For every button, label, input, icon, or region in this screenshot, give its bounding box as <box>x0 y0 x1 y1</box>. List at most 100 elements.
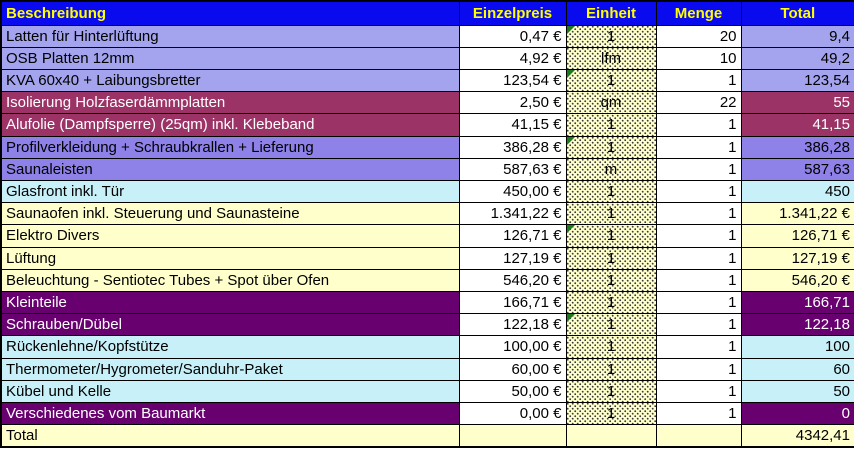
menge-cell[interactable]: 1 <box>655 357 742 381</box>
beschreibung-cell[interactable]: KVA 60x40 + Laibungsbretter <box>0 68 460 93</box>
menge-cell[interactable]: 1 <box>655 68 742 93</box>
einzelpreis-cell[interactable]: 126,71 € <box>458 224 567 248</box>
beschreibung-cell[interactable]: Kleinteile <box>0 290 460 315</box>
total-cell[interactable]: 9,4 <box>740 24 854 48</box>
total-row-label[interactable]: Total <box>0 424 460 448</box>
total-cell[interactable]: 49,2 <box>740 46 854 70</box>
grand-total-value[interactable]: 4342,41 <box>740 424 854 448</box>
einzelpreis-cell[interactable]: 0,47 € <box>458 24 567 48</box>
beschreibung-cell[interactable]: Elektro Divers <box>0 224 460 248</box>
einzelpreis-cell[interactable]: 0,00 € <box>458 401 567 426</box>
total-cell[interactable]: 55 <box>740 91 854 115</box>
menge-cell[interactable]: 22 <box>655 91 742 115</box>
einheit-cell[interactable]: 1 <box>565 313 657 337</box>
total-row-einzelpreis-cell[interactable] <box>458 424 567 448</box>
total-cell[interactable]: 123,54 <box>740 68 854 93</box>
menge-cell[interactable]: 1 <box>655 179 742 204</box>
total-cell[interactable]: 587,63 <box>740 157 854 181</box>
beschreibung-cell[interactable]: Beleuchtung - Sentiotec Tubes + Spot übe… <box>0 268 460 292</box>
total-row-menge-cell[interactable] <box>655 424 742 448</box>
total-cell[interactable]: 122,18 <box>740 313 854 337</box>
column-header-einzelpreis[interactable]: Einzelpreis <box>458 0 567 26</box>
einzelpreis-cell[interactable]: 122,18 € <box>458 313 567 337</box>
einheit-cell[interactable]: 1 <box>565 202 657 226</box>
einheit-cell[interactable]: m <box>565 157 657 181</box>
total-cell[interactable]: 50 <box>740 379 854 403</box>
menge-cell[interactable]: 20 <box>655 24 742 48</box>
einzelpreis-cell[interactable]: 50,00 € <box>458 379 567 403</box>
total-cell[interactable]: 126,71 € <box>740 224 854 248</box>
einzelpreis-cell[interactable]: 41,15 € <box>458 113 567 137</box>
beschreibung-cell[interactable]: Latten für Hinterlüftung <box>0 24 460 48</box>
menge-cell[interactable]: 1 <box>655 313 742 337</box>
column-header-beschreibung[interactable]: Beschreibung <box>0 0 460 26</box>
beschreibung-cell[interactable]: Alufolie (Dampfsperre) (25qm) inkl. Kleb… <box>0 113 460 137</box>
einheit-cell[interactable]: 1 <box>565 224 657 248</box>
menge-cell[interactable]: 1 <box>655 379 742 403</box>
total-cell[interactable]: 450 <box>740 179 854 204</box>
einheit-cell[interactable]: 1 <box>565 135 657 159</box>
beschreibung-cell[interactable]: Kübel und Kelle <box>0 379 460 403</box>
menge-cell[interactable]: 10 <box>655 46 742 70</box>
einzelpreis-cell[interactable]: 127,19 € <box>458 246 567 270</box>
einzelpreis-cell[interactable]: 4,92 € <box>458 46 567 70</box>
total-cell[interactable]: 1.341,22 € <box>740 202 854 226</box>
beschreibung-cell[interactable]: Saunaofen inkl. Steuerung und Saunastein… <box>0 202 460 226</box>
menge-cell[interactable]: 1 <box>655 268 742 292</box>
menge-cell[interactable]: 1 <box>655 401 742 426</box>
einzelpreis-cell[interactable]: 587,63 € <box>458 157 567 181</box>
menge-cell[interactable]: 1 <box>655 246 742 270</box>
einzelpreis-cell[interactable]: 450,00 € <box>458 179 567 204</box>
einzelpreis-cell[interactable]: 100,00 € <box>458 335 567 359</box>
einzelpreis-cell[interactable]: 60,00 € <box>458 357 567 381</box>
einheit-cell[interactable]: 1 <box>565 68 657 93</box>
einheit-cell[interactable]: 1 <box>565 357 657 381</box>
einheit-cell[interactable]: 1 <box>565 113 657 137</box>
einzelpreis-cell[interactable]: 546,20 € <box>458 268 567 292</box>
beschreibung-cell[interactable]: Profilverkleidung + Schraubkrallen + Lie… <box>0 135 460 159</box>
einheit-cell[interactable]: 1 <box>565 290 657 315</box>
column-header-total[interactable]: Total <box>740 0 854 26</box>
einheit-cell[interactable]: 1 <box>565 24 657 48</box>
beschreibung-cell[interactable]: Saunaleisten <box>0 157 460 181</box>
einzelpreis-cell[interactable]: 386,28 € <box>458 135 567 159</box>
beschreibung-cell[interactable]: Glasfront inkl. Tür <box>0 179 460 204</box>
total-cell[interactable]: 41,15 <box>740 113 854 137</box>
einzelpreis-cell[interactable]: 166,71 € <box>458 290 567 315</box>
einheit-cell[interactable]: 1 <box>565 379 657 403</box>
einheit-cell[interactable]: lfm <box>565 46 657 70</box>
menge-cell[interactable]: 1 <box>655 290 742 315</box>
beschreibung-cell[interactable]: Verschiedenes vom Baumarkt <box>0 401 460 426</box>
total-cell[interactable]: 60 <box>740 357 854 381</box>
einheit-cell[interactable]: 1 <box>565 335 657 359</box>
menge-cell[interactable]: 1 <box>655 135 742 159</box>
menge-cell[interactable]: 1 <box>655 113 742 137</box>
einheit-cell[interactable]: 1 <box>565 246 657 270</box>
total-row-einheit-cell[interactable] <box>565 424 657 448</box>
beschreibung-cell[interactable]: Lüftung <box>0 246 460 270</box>
beschreibung-cell[interactable]: OSB Platten 12mm <box>0 46 460 70</box>
beschreibung-cell[interactable]: Thermometer/Hygrometer/Sanduhr-Paket <box>0 357 460 381</box>
total-cell[interactable]: 546,20 € <box>740 268 854 292</box>
total-cell[interactable]: 166,71 <box>740 290 854 315</box>
einheit-cell[interactable]: qm <box>565 91 657 115</box>
einzelpreis-cell[interactable]: 123,54 € <box>458 68 567 93</box>
total-cell[interactable]: 0 <box>740 401 854 426</box>
total-cell[interactable]: 386,28 <box>740 135 854 159</box>
menge-cell[interactable]: 1 <box>655 157 742 181</box>
menge-cell[interactable]: 1 <box>655 335 742 359</box>
einheit-cell[interactable]: 1 <box>565 179 657 204</box>
einzelpreis-cell[interactable]: 2,50 € <box>458 91 567 115</box>
total-cell[interactable]: 100 <box>740 335 854 359</box>
beschreibung-cell[interactable]: Isolierung Holzfaserdämmplatten <box>0 91 460 115</box>
menge-cell[interactable]: 1 <box>655 224 742 248</box>
column-header-einheit[interactable]: Einheit <box>565 0 657 26</box>
total-cell[interactable]: 127,19 € <box>740 246 854 270</box>
einzelpreis-cell[interactable]: 1.341,22 € <box>458 202 567 226</box>
einheit-cell[interactable]: 1 <box>565 268 657 292</box>
beschreibung-cell[interactable]: Schrauben/Dübel <box>0 313 460 337</box>
einheit-cell[interactable]: 1 <box>565 401 657 426</box>
column-header-menge[interactable]: Menge <box>655 0 742 26</box>
beschreibung-cell[interactable]: Rückenlehne/Kopfstütze <box>0 335 460 359</box>
menge-cell[interactable]: 1 <box>655 202 742 226</box>
